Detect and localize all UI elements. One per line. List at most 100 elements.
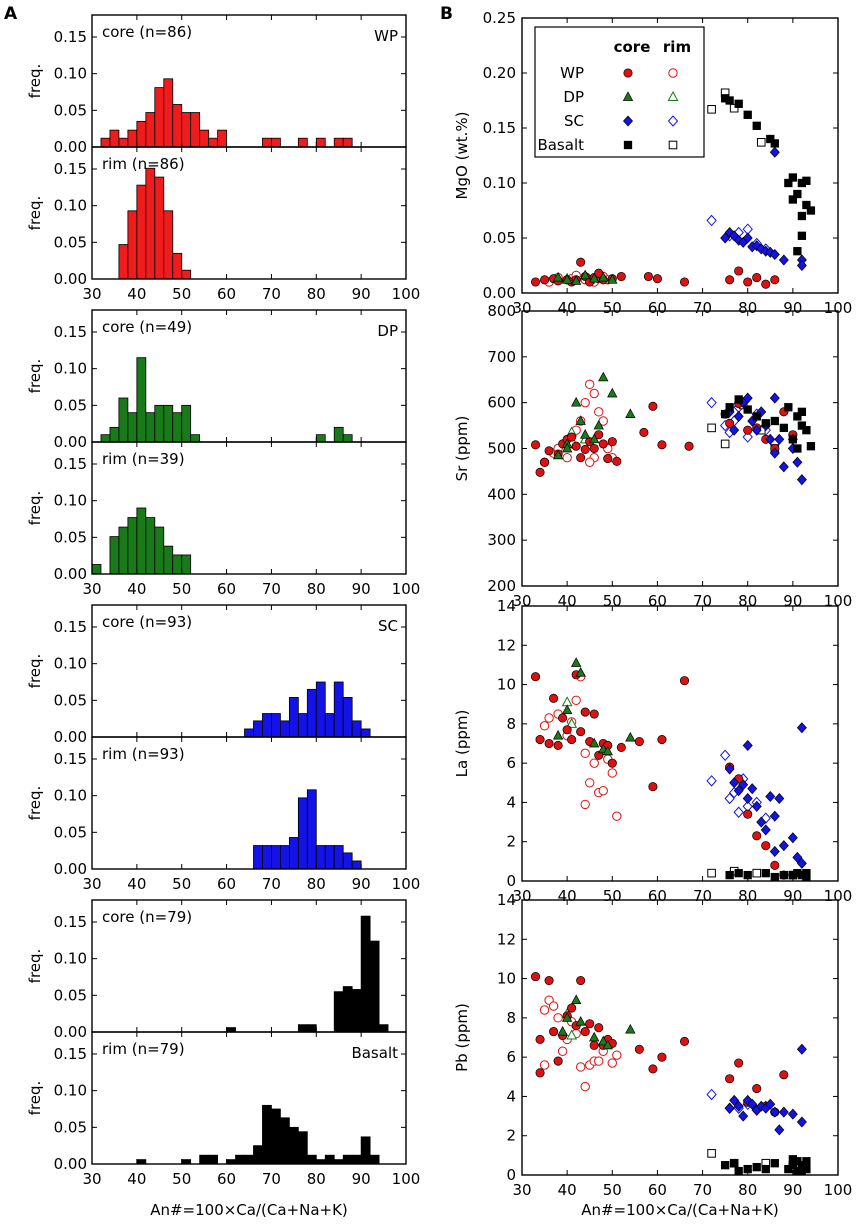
scatter-2-ytick-label-5: 10 [497, 676, 516, 694]
scatter-0-wp-core-point-22 [761, 279, 771, 289]
scatter-0-wp-core-point-19 [734, 266, 744, 276]
scatter-2-basalt-rim-point-0 [707, 868, 716, 878]
scatter-1-ylabel: Sr (ppm) [453, 416, 471, 482]
hist-sc-core-bar-6 [297, 713, 308, 738]
hist-sc-core-bar-12 [351, 720, 362, 738]
scatter-0-xtick-label-1: 40 [558, 299, 577, 317]
scatter-3-wp-core-point-18 [634, 1044, 644, 1054]
scatter-2-wp-core-point-21 [679, 676, 690, 686]
scatter-2-wp-core-point-3 [549, 693, 559, 703]
scatter-3-wp-core-point-20 [657, 1052, 667, 1062]
scatter-2-frame [521, 605, 839, 882]
scatter-3-wp-rim-point-15 [612, 1050, 622, 1060]
hist-wp-core-group-name: WP [374, 27, 398, 45]
scatter-2-wp-core-point-7 [567, 735, 577, 745]
hist-sc-core-bar-4 [279, 720, 290, 738]
hist-dp-core-ytick-label-0: 0.00 [54, 433, 87, 451]
scatter-1-wp-core-point-0 [530, 440, 541, 450]
scatter-3-wp-core-point-0 [530, 972, 541, 982]
scatter-2-wp-rim-point-1 [544, 713, 554, 723]
scatter-1-sc-core-point-17 [796, 474, 807, 486]
scatter-3-wp-core-point-28 [779, 1070, 789, 1080]
scatter-1-wp-core-point-15 [603, 454, 613, 464]
scatter-0-xtick-label-2: 50 [603, 299, 622, 317]
legend-label-basalt: Basalt [537, 136, 584, 154]
hist-xlabel: An#=100×Ca/(Ca+Na+K) [150, 1201, 348, 1219]
hist-wp-rim-ytick-label-1: 0.05 [54, 233, 87, 251]
scatter-3-wp-core-point-14 [594, 1023, 604, 1033]
scatter-0-wp-core-point-0 [530, 277, 541, 287]
hist-wp-rim-xtick-label-1: 40 [127, 285, 146, 303]
scatter-3-dp-core-point-3 [575, 1016, 586, 1026]
scatter-2-basalt-core-point-10 [802, 868, 811, 878]
hist-wp-rim-xtick-label-7: 100 [392, 285, 421, 303]
hist-sc-core-group-name: SC [378, 617, 398, 635]
hist-wp-rim-ytick-label-3: 0.15 [54, 160, 87, 178]
hist-basalt-rim-ylabel: freq. [26, 1081, 44, 1116]
scatter-2-sc-core-point-14 [778, 840, 789, 852]
hist-basalt-rim-ytick-label-0: 0.00 [54, 1155, 87, 1173]
hist-sc-core-ytick-label-1: 0.05 [54, 691, 87, 709]
hist-sc-rim-xtick-label-5: 80 [307, 875, 326, 893]
hist-wp-core-ytick-label-1: 0.05 [54, 101, 87, 119]
hist-basalt-rim-bar-17 [342, 1154, 353, 1165]
hist-basalt-rim-xtick-label-3: 60 [217, 1170, 236, 1188]
scatter-3-wp-core-point-12 [585, 1019, 595, 1029]
legend-label-dp: DP [563, 88, 584, 106]
scatter-3-xtick-label-0: 30 [512, 1181, 531, 1199]
scatter-0-xtick-label-7: 100 [824, 299, 853, 317]
scatter-3-basalt-core-point-12 [802, 1157, 811, 1166]
scatter-3-ylabel: Pb (ppm) [453, 1003, 471, 1072]
scatter-0-wp-core-point-1 [540, 275, 550, 285]
scatter-2-sc-core-point-2 [733, 785, 744, 797]
scatter-0-basalt-core-point-10 [793, 189, 802, 199]
hist-dp-core-bar-5 [145, 412, 156, 443]
legend-header-rim: rim [663, 38, 691, 56]
hist-dp-core-bar-7 [163, 404, 174, 443]
hist-sc-rim-bar-9 [333, 845, 344, 870]
scatter-3-ytick-label-4: 8 [506, 1009, 516, 1027]
hist-sc-core-bar-0 [244, 728, 254, 738]
scatter-2-wp-core-point-25 [752, 831, 762, 841]
legend-marker-wp-rim [668, 68, 678, 78]
scatter-1-wp-core-point-21 [684, 441, 694, 451]
hist-dp-rim-bar-6 [154, 526, 165, 575]
hist-sc-rim-bar-4 [288, 837, 299, 870]
scatter-0-ytick-label-5: 0.25 [483, 9, 516, 27]
hist-sc-rim-bar-10 [342, 852, 353, 870]
scatter-1-dp-core-point-6 [593, 419, 604, 430]
scatter-0-ytick-label-4: 0.20 [483, 64, 516, 82]
scatter-3-basalt-rim-point-0 [707, 1149, 716, 1158]
scatter-2-wp-rim-point-11 [598, 785, 608, 796]
hist-dp-core-bar-4 [136, 357, 147, 443]
hist-wp-core-bar-9 [181, 112, 192, 148]
scatter-1-dp-core-point-4 [580, 429, 591, 439]
hist-dp-core-bar-10 [190, 434, 201, 443]
panel-label-a: A [4, 4, 18, 24]
hist-dp-rim-xtick-label-1: 40 [127, 580, 146, 598]
scatter-3-wp-core-point-5 [553, 1056, 563, 1066]
scatter-3-wp-core-point-23 [734, 1058, 744, 1068]
hist-sc-rim-ytick-label-3: 0.15 [54, 750, 87, 768]
scatter-0-dp-core-point-3 [580, 269, 591, 280]
scatter-3-wp-core-point-4 [549, 1027, 559, 1037]
scatter-3-sc-core-point-3 [738, 1110, 749, 1122]
hist-dp-core-bar-0 [100, 434, 111, 443]
hist-basalt-core-ytick-label-3: 0.15 [54, 913, 87, 931]
scatter-0-basalt-core-point-6 [770, 139, 779, 148]
hist-dp-rim-frame [91, 441, 407, 575]
scatter-3-wp-core-point-25 [752, 1084, 762, 1094]
scatter-3-dp-core-point-5 [598, 1035, 609, 1046]
hist-dp-rim-ytick-label-2: 0.10 [54, 492, 87, 510]
scatter-3-dp-core-point-7 [625, 1023, 636, 1034]
hist-wp-rim-xtick-label-0: 30 [82, 285, 101, 303]
scatter-2-sc-core-point-10 [765, 791, 776, 803]
scatter-3-sc-rim-point-0 [706, 1088, 717, 1101]
hist-basalt-rim-bar-19 [360, 1136, 371, 1165]
scatter-3-sc-core-point-11 [774, 1124, 785, 1136]
scatter-2-sc-core-point-11 [769, 810, 780, 822]
hist-sc-rim-bar-8 [324, 845, 335, 870]
hist-wp-rim-bar-1 [127, 210, 138, 280]
hist-dp-rim-xtick-label-5: 80 [307, 580, 326, 598]
hist-basalt-core-note: core (n=79) [102, 908, 192, 926]
